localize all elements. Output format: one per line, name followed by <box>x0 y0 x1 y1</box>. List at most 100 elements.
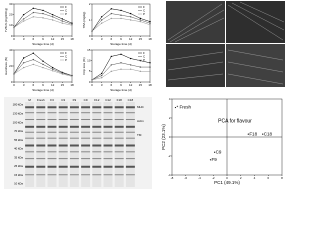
marker <box>42 63 44 66</box>
band <box>92 158 102 160</box>
x-tick-label: -8 <box>171 176 174 180</box>
marker <box>51 13 54 16</box>
band <box>114 119 124 120</box>
x-tick-label: 0 <box>13 37 15 41</box>
band <box>114 131 124 133</box>
band <box>58 174 68 176</box>
marker <box>129 68 132 70</box>
marker <box>22 57 25 59</box>
band <box>92 119 102 120</box>
band <box>47 119 57 120</box>
gel: M Fresh F3 C3 F9 C9 F12 C12 F18 C18 180 kDa 130 kDa… <box>13 98 145 187</box>
band <box>125 106 135 109</box>
band <box>125 131 135 133</box>
x-tick-label: 15 <box>61 37 65 41</box>
x-tick-label: -6 <box>184 176 187 180</box>
band <box>58 119 68 120</box>
marker <box>100 74 103 77</box>
marker <box>71 22 73 24</box>
marker <box>110 55 113 58</box>
x-tick-label: 9 <box>120 83 122 87</box>
band <box>36 144 46 147</box>
y-tick-label: 10 <box>87 58 91 62</box>
band <box>114 125 124 128</box>
marker <box>32 52 35 54</box>
x-tick-label: 0 <box>91 37 93 41</box>
marker <box>71 24 73 27</box>
marker <box>100 72 103 75</box>
plot-frame <box>13 49 73 83</box>
marker <box>120 68 122 70</box>
marker <box>42 17 44 19</box>
y-tick-label: 20 <box>9 64 13 68</box>
marker <box>71 23 73 25</box>
band <box>25 106 35 109</box>
marker <box>32 11 35 14</box>
band <box>114 158 124 160</box>
band <box>69 119 79 120</box>
marker-label: 130 kDa <box>13 112 24 116</box>
x-tick-label: 12 <box>51 37 55 41</box>
band <box>103 158 113 160</box>
band-label: Actin <box>137 119 144 123</box>
marker <box>100 19 103 21</box>
y-tick-label: -4 <box>168 173 171 177</box>
band <box>114 174 124 176</box>
marker <box>110 8 113 10</box>
band <box>25 174 35 176</box>
y-tick-label: 0 <box>89 80 91 84</box>
band <box>69 144 79 147</box>
legend-label: C <box>65 54 68 58</box>
band <box>81 131 91 133</box>
band <box>25 144 35 147</box>
x-tick-label: 12 <box>129 37 133 41</box>
x-tick-label: 18 <box>148 83 152 87</box>
band <box>25 119 35 120</box>
lane-label: M <box>28 98 31 102</box>
x-tick-label: 4 <box>254 176 256 180</box>
marker-label: 100 kDa <box>13 120 24 124</box>
band <box>69 131 79 133</box>
x-tick-label: 0 <box>91 83 93 87</box>
legend-label: C <box>143 54 146 58</box>
marker <box>139 59 142 62</box>
band <box>25 131 35 133</box>
marker-label: 55 kDa <box>14 138 23 142</box>
band <box>69 174 79 176</box>
point-label: F18 <box>249 131 257 136</box>
marker-label: 180 kDa <box>13 103 24 107</box>
band <box>25 151 35 153</box>
band <box>58 151 68 153</box>
marker <box>120 53 122 55</box>
fibre-texture <box>167 1 285 85</box>
marker <box>129 12 132 15</box>
band <box>125 165 135 168</box>
legend-label: F <box>65 51 67 55</box>
band <box>81 137 91 139</box>
band <box>69 106 79 109</box>
band <box>81 119 91 120</box>
marker <box>32 16 35 18</box>
marker <box>139 17 142 20</box>
band <box>69 165 79 168</box>
line <box>91 13 151 32</box>
y-tick-label: 0 <box>169 135 171 139</box>
point-label: * Fresh <box>176 105 191 110</box>
y-axis-label: PC2 (23.1%) <box>161 124 166 150</box>
plot-frame <box>91 3 151 37</box>
marker <box>100 77 103 79</box>
band <box>69 125 79 128</box>
marker <box>129 19 132 21</box>
band <box>36 119 46 120</box>
band <box>92 106 102 109</box>
band <box>92 137 102 139</box>
x-tick-label: -2 <box>212 176 215 180</box>
band <box>25 137 35 139</box>
x-tick-label: 3 <box>23 37 25 41</box>
marker <box>22 18 25 20</box>
band <box>36 137 46 139</box>
band <box>69 158 79 160</box>
marker <box>139 66 142 68</box>
band <box>58 125 68 128</box>
band <box>25 165 35 168</box>
